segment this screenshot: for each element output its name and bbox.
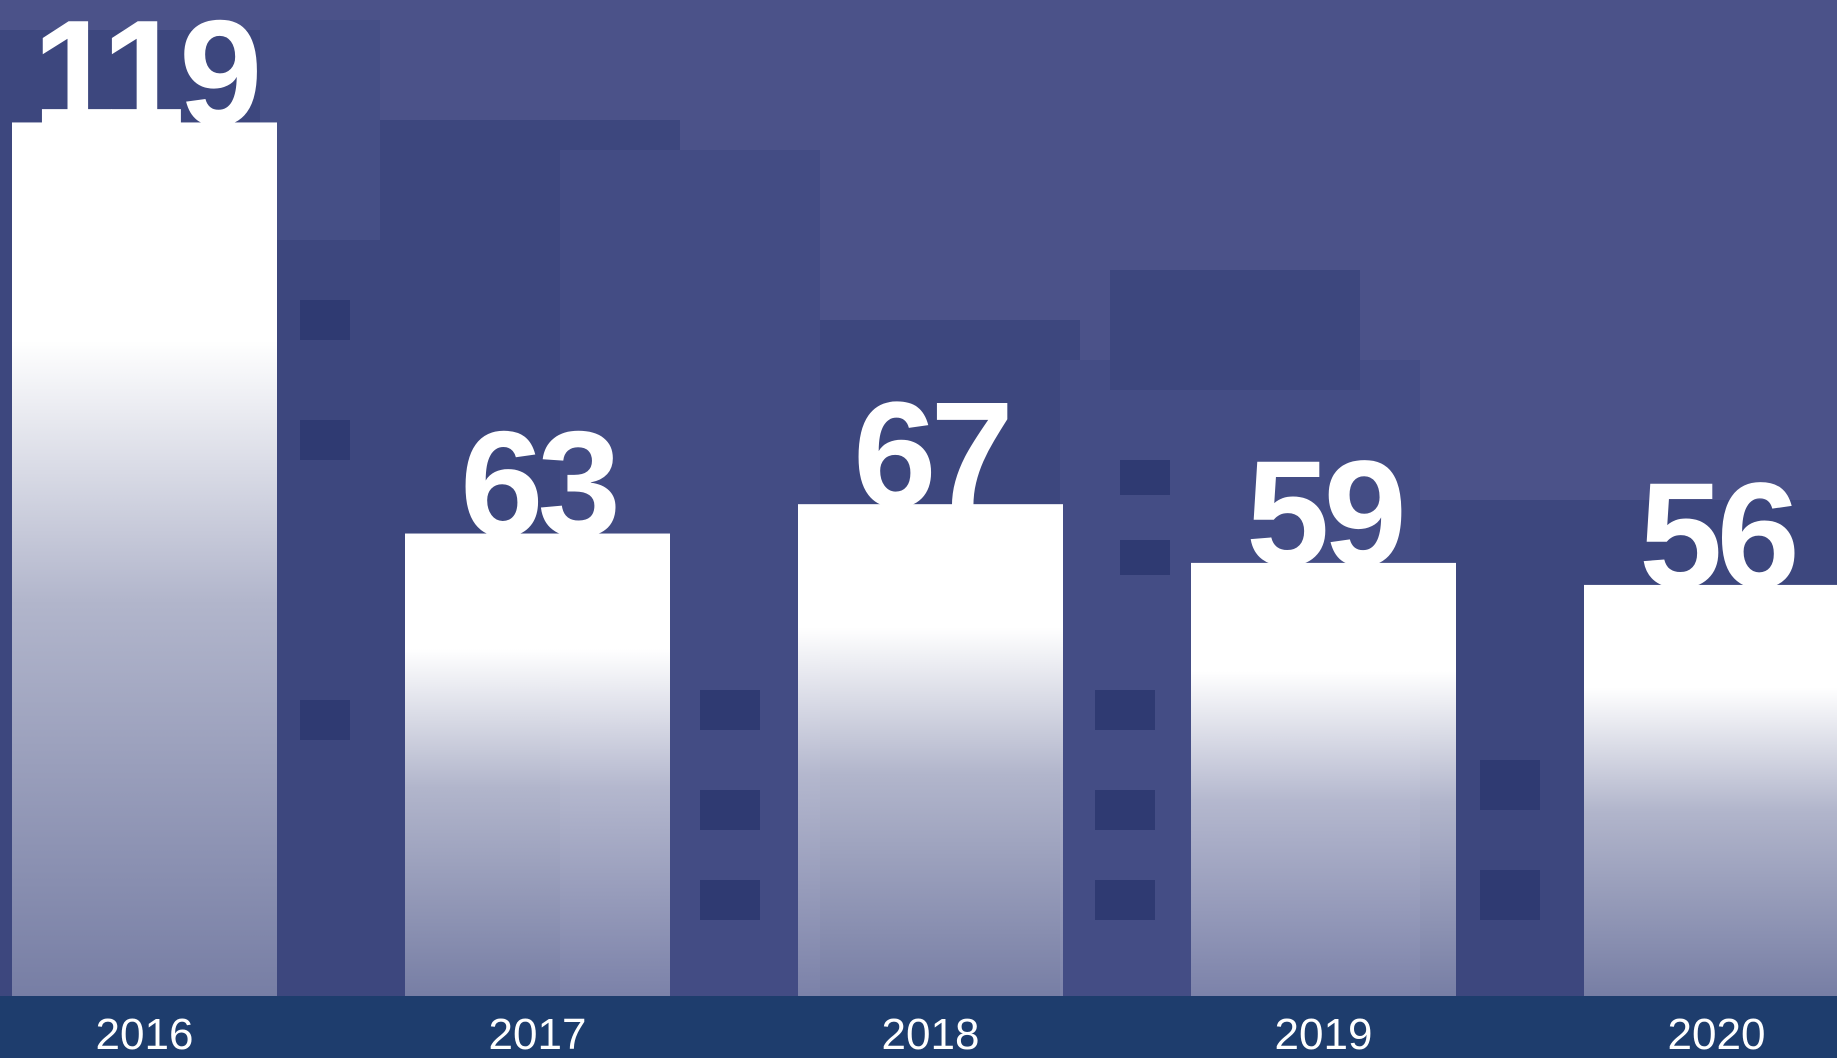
value-label: 56	[1639, 451, 1794, 619]
bar	[1584, 585, 1837, 996]
bar	[1191, 563, 1456, 996]
value-label: 119	[33, 0, 258, 156]
x-tick-label: 2016	[96, 1010, 194, 1058]
bar	[405, 534, 670, 996]
value-label: 63	[460, 400, 615, 568]
page: 1192016632017672018592019562020 (() => {…	[0, 0, 1837, 1058]
bar	[798, 504, 1063, 996]
x-tick-label: 2018	[882, 1010, 980, 1058]
x-tick-label: 2019	[1275, 1010, 1373, 1058]
value-label: 67	[853, 370, 1008, 538]
value-label: 59	[1246, 429, 1401, 597]
bar	[12, 122, 277, 996]
chart: 119 2016 63 2017 67 2018 59 2019 56 2020	[0, 0, 1837, 1058]
x-tick-label: 2020	[1668, 1010, 1766, 1058]
x-tick-label: 2017	[489, 1010, 587, 1058]
